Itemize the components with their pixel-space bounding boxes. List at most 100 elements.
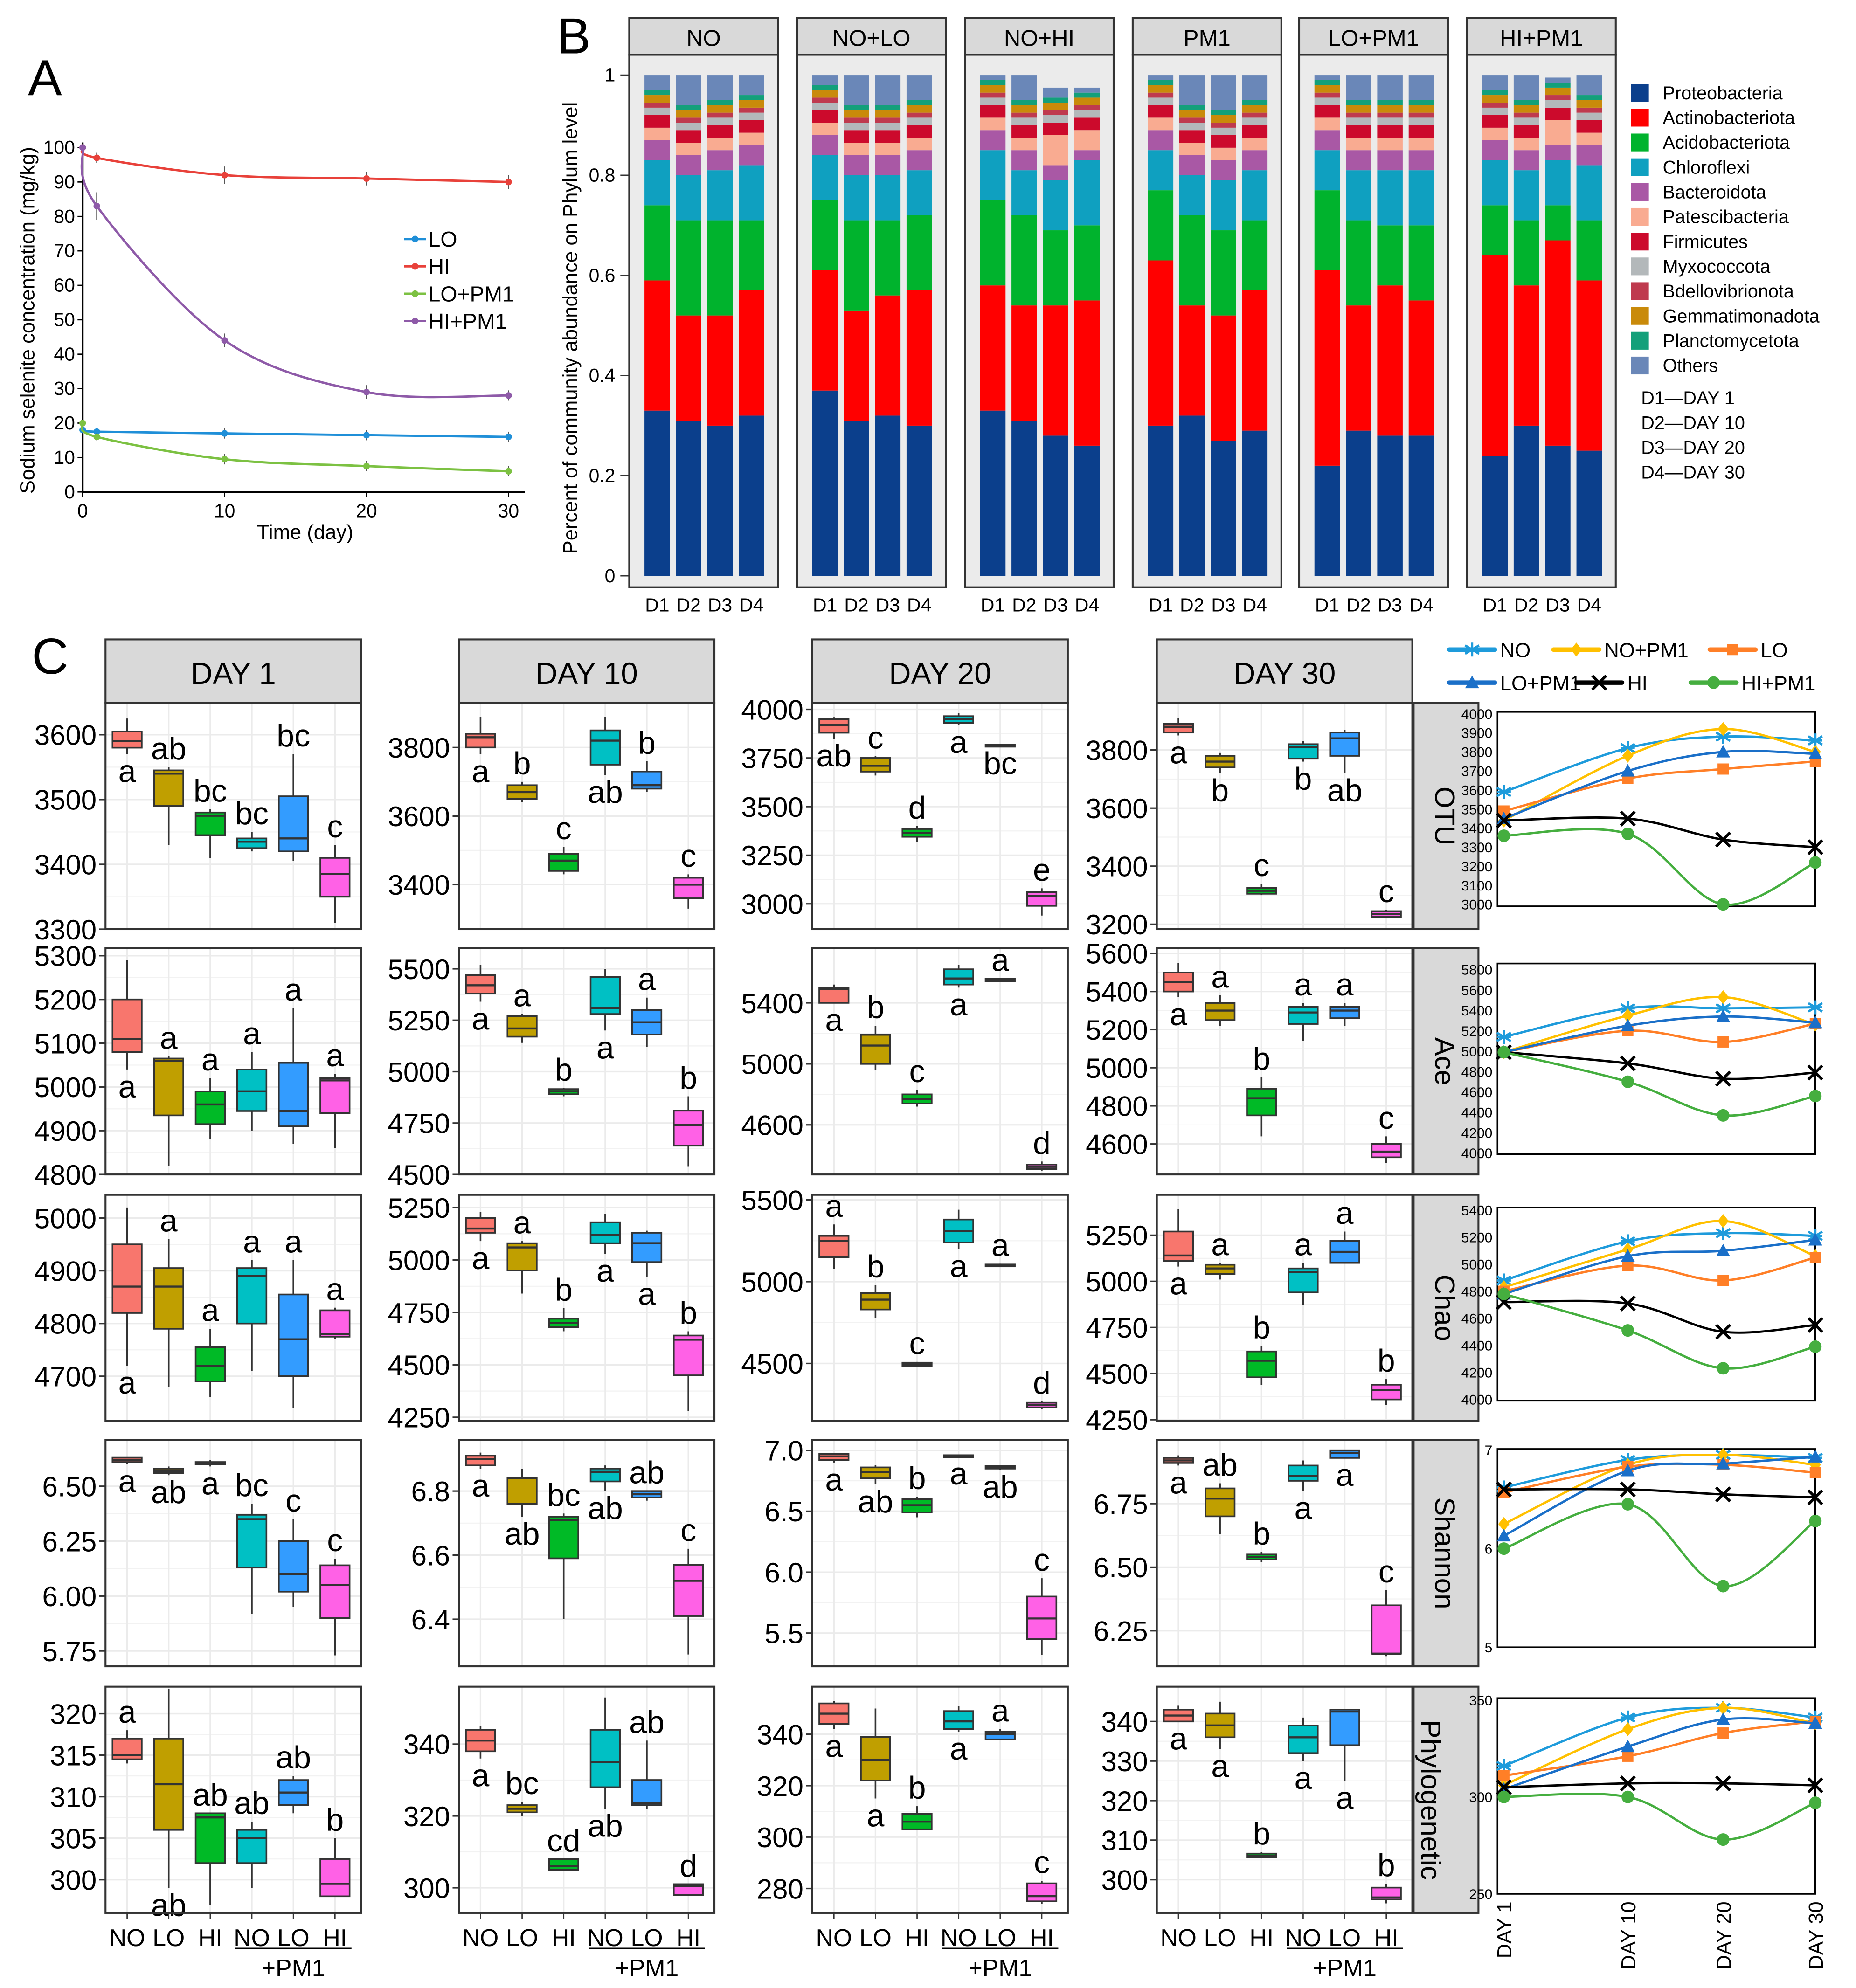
bar-segment-chloroflexi — [1211, 180, 1236, 231]
x-tick-label: 10 — [214, 500, 235, 522]
legend-label: LO+PM1 — [429, 282, 514, 306]
bar-segment-actinobacteriota — [1011, 305, 1037, 421]
box-hi-pm1 — [673, 1564, 704, 1617]
bar-segment-myxococcota — [1576, 112, 1602, 120]
bar-segment-acidobacteriota — [1043, 230, 1068, 306]
y-tick-label: 340 — [757, 1719, 803, 1751]
bar-segment-bacteroidota — [676, 155, 701, 175]
bar-segment-chloroflexi — [1148, 150, 1174, 191]
bar-segment-chloroflexi — [980, 150, 1006, 200]
x-tick-label: D2 — [1346, 594, 1371, 615]
bar-segment-myxococcota — [676, 123, 701, 131]
y-tick-label: 3700 — [1461, 764, 1493, 779]
x-group-label: +PM1 — [262, 1954, 325, 1981]
square-marker — [1498, 805, 1510, 817]
bar-segment-planctomycetota — [1314, 80, 1340, 85]
y-tick-label: 3400 — [388, 870, 450, 901]
bar-segment-gemmatimonadota — [1482, 95, 1508, 103]
bar-segment-myxococcota — [1314, 97, 1340, 105]
bar-segment-myxococcota — [644, 107, 670, 116]
bar-segment-planctomycetota — [1545, 83, 1571, 88]
bar-segment-patescibacteria — [707, 138, 733, 151]
significance-letter: a — [638, 961, 656, 997]
significance-letter: c — [327, 1523, 343, 1558]
significance-letter: a — [471, 1241, 489, 1276]
bar-segment-planctomycetota — [1074, 92, 1100, 98]
panel-label-b: B — [557, 8, 591, 65]
bar-segment-planctomycetota — [812, 85, 838, 90]
x-group-label: +PM1 — [1313, 1954, 1377, 1981]
day-header — [1156, 638, 1413, 704]
x-tick-label: HI — [905, 1924, 929, 1951]
legend-marker — [411, 318, 419, 324]
x-tick-label: D2 — [677, 594, 701, 615]
y-tick-label: 1 — [605, 64, 616, 86]
y-tick-label: 5200 — [1086, 1015, 1148, 1046]
significance-letter: c — [680, 838, 696, 874]
diamond-marker — [1498, 1517, 1510, 1531]
legend-label: HI — [1627, 672, 1648, 695]
significance-letter: a — [160, 1203, 178, 1238]
bar-segment-acidobacteriota — [1513, 220, 1539, 286]
bar-segment-acidobacteriota — [676, 220, 701, 316]
panel-border — [811, 1194, 1069, 1422]
bar-segment-gemmatimonadota — [1513, 105, 1539, 113]
bar-segment-acidobacteriota — [1211, 230, 1236, 316]
significance-letter: ab — [858, 1484, 893, 1519]
box-hi — [548, 1858, 579, 1871]
panel-border — [458, 947, 716, 1176]
y-tick-label: 4000 — [741, 694, 803, 725]
x-tick-label: DAY 1 — [1494, 1901, 1516, 1958]
day-key-label: D3—DAY 20 — [1641, 437, 1745, 458]
legend-label: Others — [1663, 356, 1718, 376]
bar-segment-bacteroidota — [644, 140, 670, 160]
y-tick-label: 3500 — [1461, 802, 1493, 817]
significance-letter: bc — [983, 746, 1017, 781]
significance-letter: bc — [506, 1766, 539, 1801]
box-lo-pm1 — [278, 1540, 309, 1593]
bar-segment-chloroflexi — [844, 175, 869, 221]
bar-segment-planctomycetota — [1148, 80, 1174, 85]
bar-segment-bdellovibrionota — [1408, 112, 1434, 118]
significance-letter: d — [679, 1848, 697, 1884]
bar-segment-bdellovibrionota — [812, 97, 838, 103]
legend-swatch — [1631, 183, 1649, 201]
bar-segment-gemmatimonadota — [1545, 87, 1571, 96]
x-tick-label: D2 — [1180, 594, 1204, 615]
significance-letter: c — [867, 720, 883, 755]
y-tick-label: 4800 — [1086, 1091, 1148, 1122]
data-point — [79, 420, 86, 427]
bar-segment-firmicutes — [1377, 125, 1403, 138]
y-tick-label: 4500 — [388, 1160, 450, 1191]
bar-segment-acidobacteriota — [906, 215, 932, 290]
bar-segment-proteobacteria — [1408, 435, 1434, 576]
box-hi — [548, 853, 579, 872]
bar-segment-others — [1377, 75, 1403, 100]
bar-segment-actinobacteriota — [707, 315, 733, 426]
significance-letter: a — [825, 1729, 843, 1764]
y-tick-label: 4500 — [741, 1348, 803, 1380]
box-lo — [153, 1057, 184, 1117]
x-marker — [1715, 1486, 1731, 1503]
y-tick-label: 5200 — [1461, 1024, 1493, 1039]
significance-letter: ab — [234, 1786, 270, 1821]
significance-letter: a — [284, 1224, 302, 1260]
bar-segment-planctomycetota — [1011, 100, 1037, 105]
significance-letter: ab — [983, 1470, 1018, 1505]
x-tick-label: HI — [1249, 1924, 1274, 1951]
series-line-HI+PM1 — [80, 147, 509, 399]
bar-segment-gemmatimonadota — [1377, 105, 1403, 113]
y-tick-label: 7 — [1485, 1443, 1493, 1458]
bar-segment-bdellovibrionota — [875, 117, 901, 123]
square-marker — [1622, 1750, 1634, 1762]
bar-segment-bacteroidota — [707, 150, 733, 171]
significance-letter: a — [950, 1456, 968, 1491]
y-tick-label: 4600 — [1086, 1129, 1148, 1160]
bar-segment-gemmatimonadota — [844, 110, 869, 118]
x-tick-label: DAY 10 — [1618, 1901, 1640, 1969]
bar-segment-proteobacteria — [1545, 445, 1571, 576]
significance-letter: ab — [629, 1705, 665, 1740]
panel-border — [104, 1194, 362, 1422]
bar-segment-bdellovibrionota — [844, 117, 869, 123]
significance-letter: a — [950, 1249, 968, 1284]
